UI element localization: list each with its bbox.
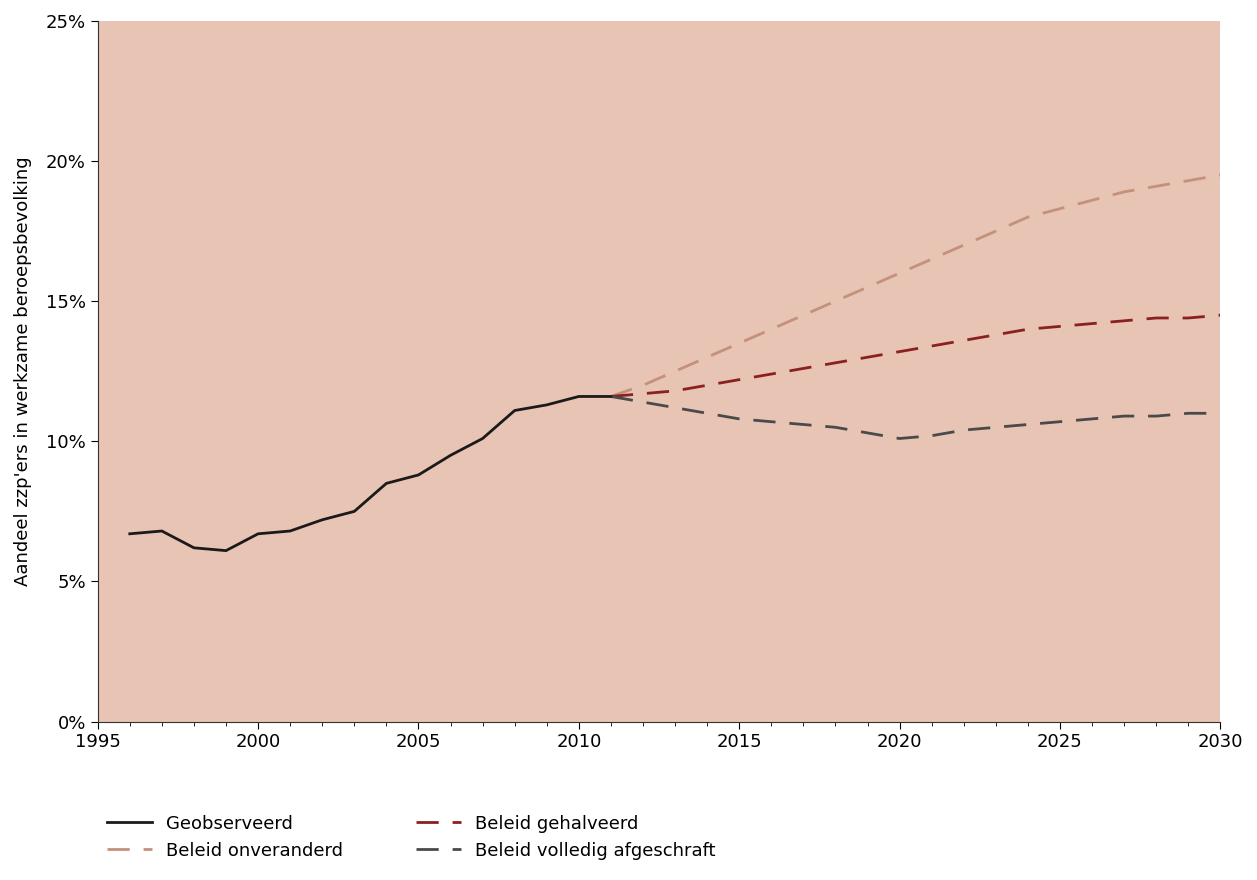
Legend: Geobserveerd, Beleid onveranderd, Beleid gehalveerd, Beleid volledig afgeschraft: Geobserveerd, Beleid onveranderd, Beleid…: [107, 815, 715, 860]
Y-axis label: Aandeel zzp'ers in werkzame beroepsbevolking: Aandeel zzp'ers in werkzame beroepsbevol…: [14, 157, 31, 586]
